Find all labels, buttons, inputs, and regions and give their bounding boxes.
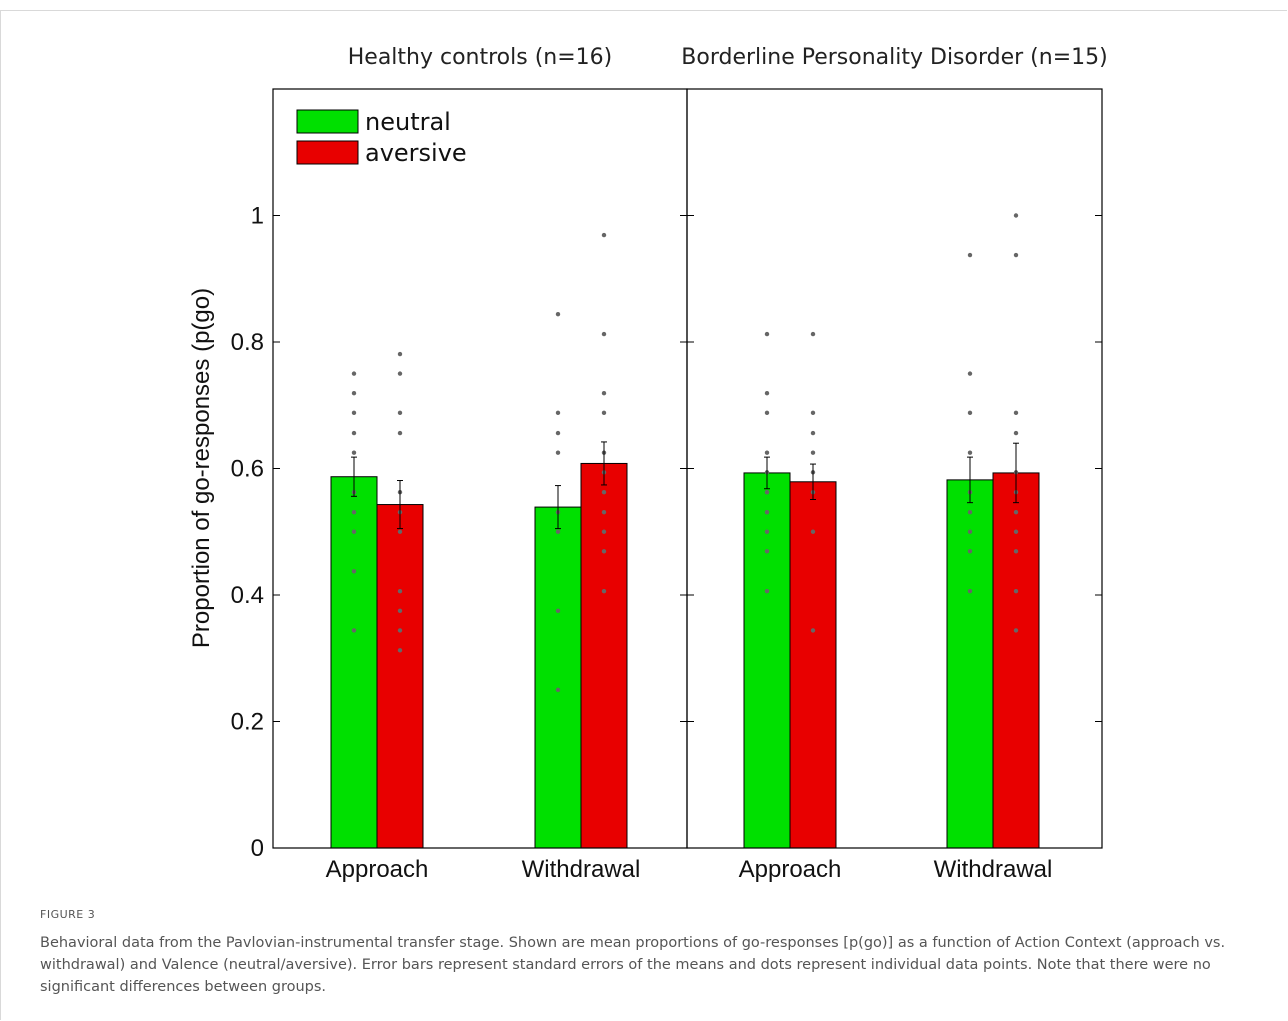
data-point (601, 529, 607, 534)
data-point (601, 410, 607, 416)
data-point (351, 569, 357, 574)
y-axis-label: Proportion of go-responses (p(go) (188, 288, 215, 648)
data-point (601, 509, 607, 515)
bar-aversive-withdrawal-panel2 (992, 472, 1040, 849)
data-point (1013, 549, 1019, 554)
data-point (810, 628, 816, 633)
data-point (601, 391, 607, 396)
data-point (397, 371, 403, 376)
data-point (967, 509, 973, 515)
panel-title-2: Borderline Personality Disorder (n=15) (681, 45, 1107, 70)
x-tick-label: Approach (326, 856, 429, 883)
figure-caption: Behavioral data from the Pavlovian-instr… (40, 935, 1226, 995)
data-point (764, 589, 770, 594)
data-point (1013, 529, 1019, 534)
x-tick-label: Approach (739, 856, 842, 883)
data-point (397, 648, 403, 653)
data-point (601, 331, 607, 337)
figure-frame (0, 10, 1287, 1020)
y-tick-label: 0.4 (231, 582, 264, 609)
data-point (601, 490, 607, 495)
x-tick-label: Withdrawal (934, 856, 1053, 883)
data-point (764, 529, 770, 534)
data-point (351, 430, 357, 436)
data-point (351, 450, 357, 455)
data-point (810, 450, 816, 455)
data-point (555, 410, 561, 416)
y-tick-label: 0.6 (231, 456, 264, 483)
data-point (764, 490, 770, 495)
data-point (967, 589, 973, 594)
data-point (810, 430, 816, 436)
data-point (810, 410, 816, 416)
data-point (1013, 589, 1019, 594)
y-tick-label: 1 (251, 203, 264, 230)
data-point (1013, 430, 1019, 436)
data-point (397, 529, 403, 534)
y-tick-label: 0.8 (231, 329, 264, 356)
y-tick-label: 0.2 (231, 709, 264, 736)
data-point (397, 608, 403, 614)
bar-neutral-withdrawal-panel1 (534, 506, 582, 849)
data-point (764, 549, 770, 554)
bar-chart: Approach Withdrawal Healthy controls (n=16… (188, 45, 1108, 883)
legend-swatch-aversive (296, 140, 359, 165)
data-point (967, 549, 973, 554)
data-point (397, 430, 403, 436)
panel-title-1: Healthy controls (n=16) (348, 45, 613, 70)
data-point (555, 450, 561, 455)
data-point (351, 529, 357, 534)
data-point (555, 430, 561, 436)
data-point (397, 628, 403, 633)
figure-label: FIGURE 3 (40, 908, 96, 921)
data-point (397, 589, 403, 594)
x-tick-label: Withdrawal (522, 856, 641, 883)
bar-neutral-withdrawal-panel2 (946, 479, 994, 849)
data-point (555, 608, 561, 614)
data-point (967, 529, 973, 534)
data-point (351, 391, 357, 396)
data-point (351, 509, 357, 515)
data-point (397, 410, 403, 416)
bar-neutral-approach-panel2 (743, 472, 791, 849)
data-point (601, 232, 607, 238)
data-point (1013, 252, 1019, 258)
data-point (351, 410, 357, 416)
data-point (601, 549, 607, 554)
data-point (967, 371, 973, 376)
legend-label-aversive: aversive (365, 139, 467, 167)
data-point (397, 351, 403, 357)
data-point (555, 311, 561, 317)
legend-label-neutral: neutral (365, 108, 451, 136)
data-point (555, 529, 561, 534)
data-point (810, 331, 816, 337)
data-point (1013, 410, 1019, 416)
y-tick-label: 0 (251, 835, 264, 862)
data-point (555, 687, 561, 693)
data-point (967, 252, 973, 258)
bar-aversive-withdrawal-panel1 (580, 462, 628, 849)
data-point (351, 628, 357, 633)
data-point (351, 371, 357, 376)
data-point (967, 450, 973, 455)
data-point (1013, 628, 1019, 633)
data-point (764, 509, 770, 515)
data-point (764, 410, 770, 416)
legend-swatch-neutral (296, 109, 359, 134)
data-point (1013, 509, 1019, 515)
bar-aversive-approach-panel2 (789, 481, 837, 849)
data-point (764, 391, 770, 396)
bar-aversive-approach-panel1 (376, 504, 424, 849)
data-point (1013, 213, 1019, 218)
data-point (764, 331, 770, 337)
data-point (810, 529, 816, 534)
data-point (601, 589, 607, 594)
data-point (967, 410, 973, 416)
data-point (764, 450, 770, 455)
